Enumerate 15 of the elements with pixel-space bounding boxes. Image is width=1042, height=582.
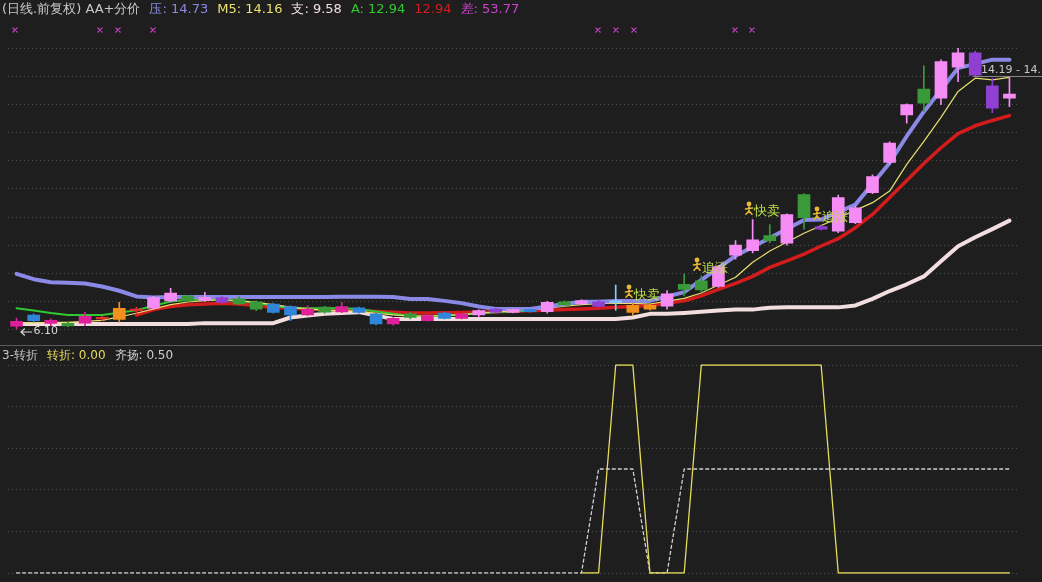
text: 差: 53.77 <box>460 1 520 17</box>
chart-title: 3-转折 <box>2 347 38 363</box>
text: 12.94 <box>414 1 452 17</box>
text: 转折: 0.00 <box>46 347 106 363</box>
text: 快卖 <box>753 203 780 219</box>
text: M5: 14.16 <box>217 1 283 17</box>
candlestick <box>609 284 623 311</box>
text: A: 12.94 <box>350 1 406 17</box>
text: 压: 14.73 <box>149 1 209 17</box>
text: 齐扬: 0.50 <box>114 347 174 363</box>
chart-title: (日线.前复权) AA+分价 <box>2 1 141 17</box>
annotation: 6.10 <box>33 324 59 338</box>
text: 快卖 <box>633 287 660 303</box>
text: 支: 9.58 <box>291 1 342 17</box>
annotation: 14.19 - 14. <box>981 62 1041 76</box>
